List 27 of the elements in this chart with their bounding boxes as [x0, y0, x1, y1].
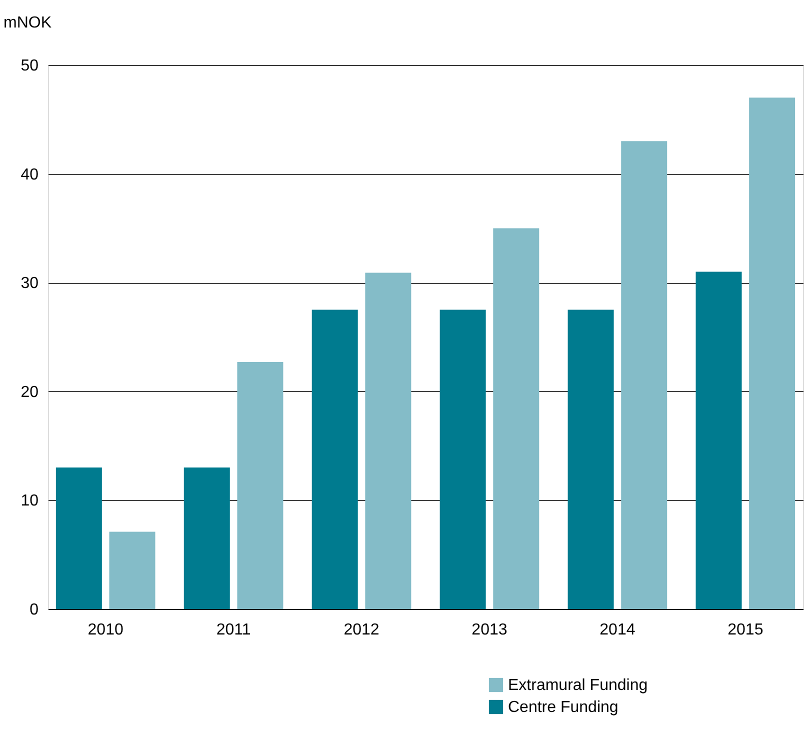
- x-tick-label: 2010: [88, 622, 124, 638]
- y-tick-label: 0: [30, 602, 39, 618]
- bar: [365, 272, 412, 609]
- y-tick-label: 20: [20, 384, 39, 401]
- bar: [696, 272, 742, 609]
- x-tick-label: 2011: [216, 622, 251, 638]
- bar: [749, 98, 796, 609]
- bar: [568, 310, 614, 609]
- y-tick-label: 30: [20, 275, 39, 292]
- legend-label: Extramural Funding: [508, 677, 648, 694]
- bar: [312, 310, 358, 609]
- x-tick-label: 2013: [472, 622, 508, 638]
- x-tick-label: 2014: [600, 622, 636, 638]
- y-tick-label: 40: [20, 166, 39, 184]
- bar: [237, 362, 284, 609]
- bar: [109, 532, 156, 609]
- bar: [56, 468, 102, 609]
- y-tick-label: 50: [20, 58, 39, 74]
- x-tick-label: 2012: [344, 622, 380, 638]
- legend-label: Centre Funding: [508, 699, 618, 716]
- bar: [493, 228, 540, 609]
- y-tick-label: 10: [20, 492, 39, 510]
- bar: [184, 468, 230, 609]
- bar: [621, 141, 668, 609]
- y-axis-title: mNOK: [4, 14, 52, 32]
- x-tick-label: 2015: [728, 622, 764, 638]
- bar: [440, 310, 486, 609]
